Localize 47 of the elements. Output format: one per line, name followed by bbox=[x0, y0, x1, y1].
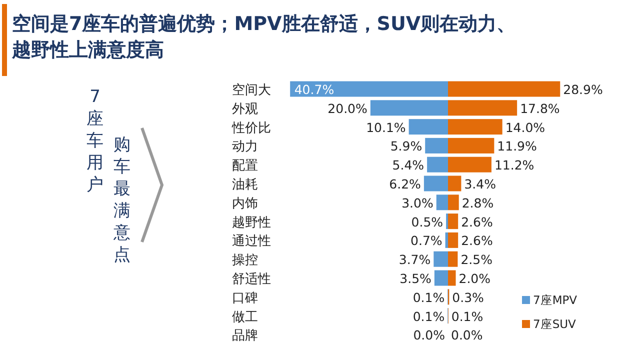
y-tick-label: 通过性 bbox=[232, 234, 271, 250]
data-label: 3.5% bbox=[400, 271, 432, 286]
legend-label: 7座SUV bbox=[533, 317, 576, 331]
y-tick-label: 操控 bbox=[232, 253, 258, 268]
data-label: 2.0% bbox=[458, 271, 491, 286]
data-label: 2.5% bbox=[460, 252, 493, 268]
data-label: 0.1% bbox=[412, 290, 445, 305]
data-label: 5.4% bbox=[392, 158, 424, 173]
y-tick-label: 品牌 bbox=[232, 328, 258, 344]
legend-label: 7座MPV bbox=[533, 293, 578, 307]
data-label: 2.6% bbox=[461, 214, 493, 230]
data-label: 3.4% bbox=[464, 176, 496, 192]
chart-title: 空间是7座车的普遍优势；MPV胜在舒适，SUV则在动力、越野性上满意度高 bbox=[11, 13, 516, 61]
data-label: 3.0% bbox=[402, 195, 434, 210]
text: 7座车用户 bbox=[86, 87, 104, 195]
y-tick-label: 外观 bbox=[232, 102, 258, 117]
data-label: 3.7% bbox=[398, 252, 431, 268]
data-label: 0.0% bbox=[451, 328, 483, 343]
y-tick-label: 性价比 bbox=[231, 120, 271, 136]
y-tick-label: 做工 bbox=[232, 310, 258, 325]
data-label: 0.3% bbox=[452, 290, 484, 305]
data-label: 0.0% bbox=[413, 328, 446, 343]
data-label: 20.0% bbox=[328, 100, 368, 116]
data-label: 5.9% bbox=[390, 138, 422, 154]
data-label: 6.2% bbox=[389, 176, 422, 192]
data-label: 11.2% bbox=[494, 158, 534, 173]
data-label: 0.1% bbox=[412, 308, 445, 324]
y-tick-label: 内饰 bbox=[232, 196, 258, 212]
y-tick-label: 油耗 bbox=[232, 178, 258, 192]
y-tick-label: 口碑 bbox=[232, 290, 258, 306]
data-label: 11.9% bbox=[497, 138, 538, 154]
y-tick-label: 越野性 bbox=[232, 215, 271, 230]
data-label: 0.5% bbox=[411, 214, 444, 230]
y-tick-label: 舒适性 bbox=[232, 272, 271, 287]
y-tick-label: 空间大 bbox=[232, 83, 271, 98]
data-label: 17.8% bbox=[520, 100, 560, 116]
data-label: 28.9% bbox=[563, 82, 603, 97]
data-label: 2.6% bbox=[461, 233, 493, 248]
data-label: 2.8% bbox=[462, 195, 494, 210]
data-label: 0.1% bbox=[451, 308, 484, 324]
data-label: 14.0% bbox=[505, 120, 546, 135]
data-label: 40.7% bbox=[294, 82, 334, 97]
data-label: 10.1% bbox=[366, 120, 406, 135]
data-label: 0.7% bbox=[410, 233, 442, 248]
text: 购车最满意点 bbox=[112, 135, 130, 265]
y-tick-label: 配置 bbox=[232, 158, 258, 174]
y-tick-label: 动力 bbox=[232, 140, 258, 155]
